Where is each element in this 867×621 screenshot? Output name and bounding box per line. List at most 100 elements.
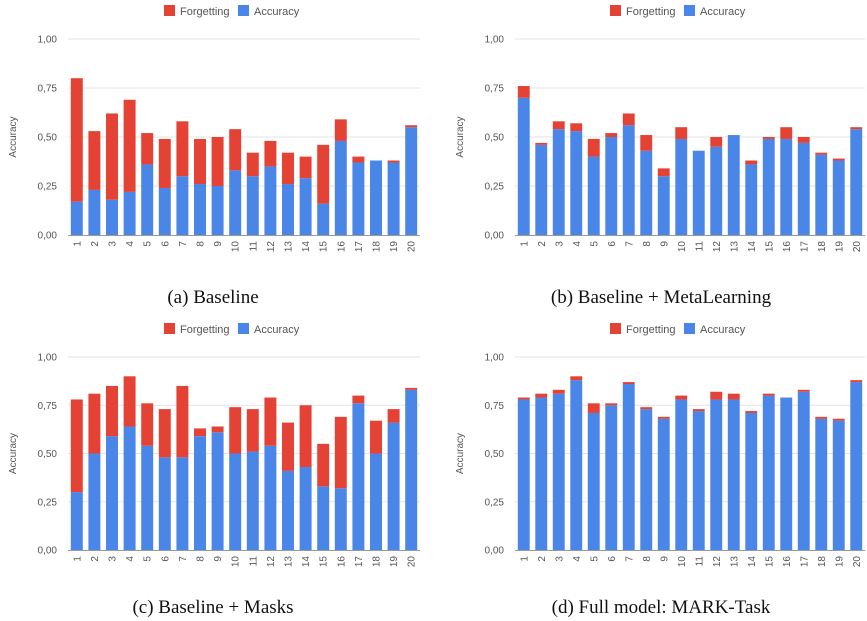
accuracy-bar bbox=[745, 164, 758, 235]
y-tick-label: 1,00 bbox=[485, 353, 505, 364]
accuracy-bar bbox=[88, 189, 101, 235]
accuracy-bar bbox=[727, 399, 740, 550]
accuracy-bar bbox=[657, 176, 670, 235]
forgetting-bar bbox=[622, 113, 635, 126]
accuracy-bar bbox=[141, 164, 154, 235]
x-tick-label: 15 bbox=[319, 556, 330, 568]
forgetting-bar bbox=[692, 409, 705, 412]
y-tick-label: 0,50 bbox=[38, 449, 58, 460]
y-axis-title: Accuracy bbox=[8, 433, 19, 474]
y-tick-label: 0,25 bbox=[38, 497, 58, 508]
forgetting-bar bbox=[70, 78, 83, 202]
x-tick-label: 12 bbox=[266, 241, 277, 253]
x-tick-label: 17 bbox=[799, 556, 810, 568]
forgetting-bar bbox=[605, 133, 618, 137]
x-tick-label: 11 bbox=[694, 556, 705, 567]
accuracy-bar bbox=[762, 138, 775, 235]
forgetting-bar bbox=[570, 123, 583, 132]
forgetting-bar bbox=[123, 376, 136, 427]
forgetting-bar bbox=[640, 407, 653, 410]
forgetting-bar bbox=[675, 127, 688, 139]
accuracy-bar bbox=[797, 142, 810, 235]
y-tick-label: 0,00 bbox=[38, 546, 58, 557]
x-tick-label: 15 bbox=[764, 241, 775, 253]
accuracy-bar bbox=[405, 389, 418, 550]
x-tick-label: 5 bbox=[589, 556, 600, 562]
x-tick-label: 12 bbox=[266, 556, 277, 568]
accuracy-bar bbox=[710, 399, 723, 550]
accuracy-bar bbox=[352, 403, 365, 550]
x-tick-label: 18 bbox=[817, 556, 828, 568]
accuracy-bar bbox=[622, 125, 635, 235]
accuracy-bar bbox=[106, 199, 118, 235]
x-tick-label: 4 bbox=[125, 556, 136, 562]
accuracy-bar bbox=[780, 397, 793, 550]
accuracy-bar bbox=[797, 391, 810, 550]
forgetting-bar bbox=[570, 376, 583, 381]
accuracy-bar bbox=[745, 412, 758, 550]
forgetting-bar bbox=[229, 129, 242, 171]
panel-caption: (d) Full model: MARK-Task bbox=[552, 597, 771, 618]
x-tick-label: 19 bbox=[389, 556, 400, 568]
accuracy-bar bbox=[194, 184, 206, 235]
forgetting-bar bbox=[211, 137, 224, 186]
y-tick-label: 0,75 bbox=[485, 401, 505, 412]
x-tick-label: 14 bbox=[747, 241, 758, 253]
forgetting-bar bbox=[587, 403, 600, 413]
x-tick-label: 18 bbox=[817, 241, 828, 253]
forgetting-bar bbox=[517, 86, 530, 98]
accuracy-bar bbox=[194, 436, 206, 550]
forgetting-bar bbox=[710, 137, 723, 147]
x-tick-label: 4 bbox=[125, 241, 136, 247]
accuracy-bar bbox=[141, 445, 154, 550]
accuracy-bar bbox=[850, 382, 863, 550]
x-tick-label: 13 bbox=[729, 241, 740, 253]
x-tick-label: 2 bbox=[537, 241, 548, 247]
accuracy-bar bbox=[246, 451, 259, 550]
panel-caption: (c) Baseline + Masks bbox=[132, 597, 293, 618]
accuracy-bar bbox=[123, 426, 136, 550]
accuracy-bar bbox=[299, 467, 312, 550]
accuracy-bar bbox=[587, 412, 600, 550]
forgetting-bar bbox=[352, 395, 365, 404]
accuracy-bar bbox=[264, 445, 277, 550]
accuracy-bar bbox=[832, 160, 845, 235]
legend-forgetting-label: Forgetting bbox=[180, 6, 230, 18]
x-tick-label: 1 bbox=[519, 556, 530, 562]
forgetting-bar bbox=[334, 416, 347, 489]
accuracy-bar bbox=[587, 156, 600, 235]
accuracy-bar bbox=[815, 418, 828, 550]
y-axis-title: Accuracy bbox=[455, 433, 466, 474]
x-tick-label: 20 bbox=[407, 241, 418, 253]
forgetting-bar bbox=[88, 393, 101, 454]
accuracy-bar bbox=[264, 166, 277, 235]
forgetting-bar bbox=[370, 420, 382, 454]
accuracy-bar bbox=[535, 397, 548, 550]
y-tick-label: 0,00 bbox=[485, 546, 505, 557]
legend: Forgetting Accuracy bbox=[164, 5, 300, 18]
accuracy-bar bbox=[675, 399, 688, 550]
legend-accuracy-label: Accuracy bbox=[254, 324, 300, 336]
forgetting-bar bbox=[745, 411, 758, 413]
legend-forgetting-swatch bbox=[610, 323, 621, 334]
accuracy-bar bbox=[405, 127, 418, 235]
forgetting-bar bbox=[211, 426, 224, 433]
forgetting-bar bbox=[710, 391, 723, 400]
y-tick-label: 1,00 bbox=[485, 35, 505, 46]
forgetting-bar bbox=[762, 137, 775, 139]
accuracy-bar bbox=[334, 140, 347, 235]
forgetting-bar bbox=[405, 387, 418, 390]
x-tick-label: 4 bbox=[572, 241, 583, 247]
accuracy-bar bbox=[246, 176, 259, 235]
x-tick-label: 11 bbox=[248, 241, 259, 252]
forgetting-bar bbox=[141, 403, 154, 446]
forgetting-bar bbox=[317, 443, 330, 487]
x-tick-label: 9 bbox=[213, 241, 224, 247]
forgetting-bar bbox=[552, 389, 565, 394]
x-tick-label: 17 bbox=[354, 556, 365, 568]
accuracy-bar bbox=[675, 138, 688, 235]
forgetting-bar bbox=[850, 127, 863, 130]
x-tick-label: 17 bbox=[354, 241, 365, 253]
